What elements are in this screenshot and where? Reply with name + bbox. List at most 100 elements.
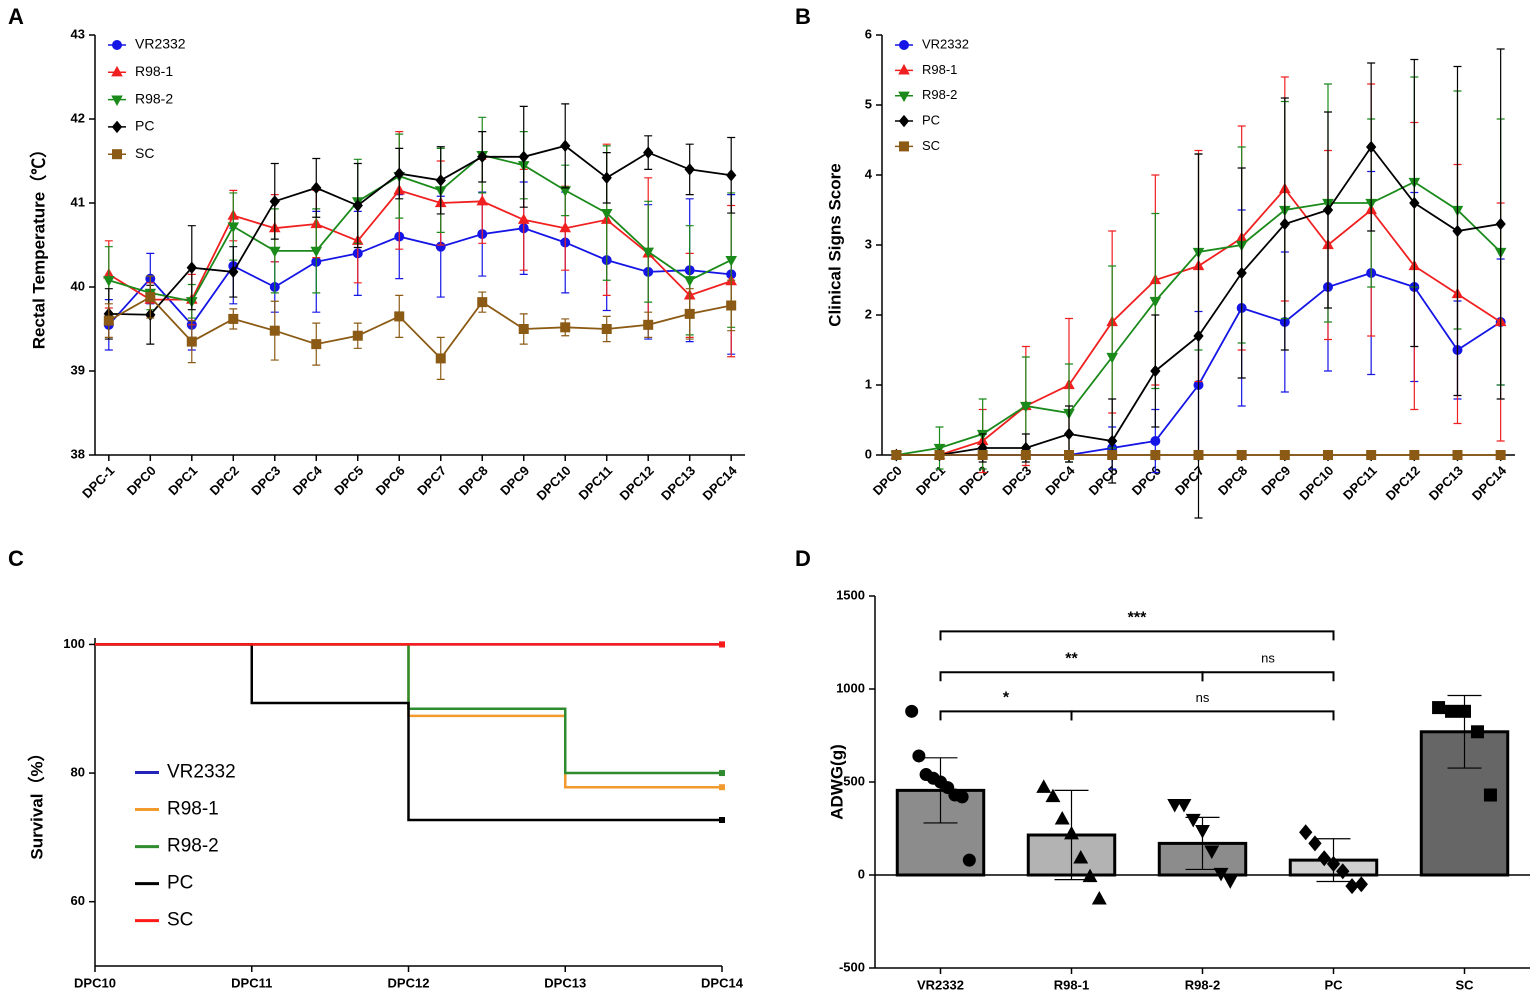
y-tick-label: 42 — [71, 110, 85, 125]
point — [1063, 427, 1075, 441]
x-tick-label: DPC11 — [1340, 463, 1380, 503]
data-point — [1036, 779, 1052, 793]
point — [1452, 224, 1463, 238]
point — [145, 292, 156, 303]
point — [643, 319, 654, 330]
x-tick-label: DPC1 — [165, 463, 200, 498]
point — [268, 246, 281, 258]
point — [311, 339, 322, 350]
legend-label: R98-1 — [167, 799, 219, 820]
point — [643, 146, 654, 159]
y-tick-label: -500 — [839, 959, 865, 974]
legend-marker — [112, 149, 122, 160]
point — [352, 330, 363, 341]
point — [394, 167, 405, 180]
y-tick-label: 1500 — [836, 587, 865, 602]
x-tick-label: DPC2 — [956, 463, 991, 498]
point — [1279, 217, 1290, 231]
x-tick-label: DPC5 — [1086, 463, 1121, 498]
significance-label: *** — [1128, 610, 1147, 627]
x-tick-label: DPC13 — [544, 975, 586, 990]
series-line — [108, 154, 732, 303]
x-tick-label: DPC0 — [124, 463, 159, 498]
significance-bracket — [1070, 710, 1335, 721]
legend-marker — [899, 141, 909, 152]
point — [1107, 450, 1118, 460]
x-tick-label: DPC8 — [1215, 463, 1250, 498]
y-tick-label: 3 — [865, 236, 872, 251]
significance-bracket — [1201, 671, 1335, 682]
x-tick-label: DPC9 — [1258, 463, 1293, 498]
y-tick-label: 39 — [71, 362, 85, 377]
point — [1064, 450, 1075, 460]
y-tick-label: 60 — [71, 893, 85, 908]
data-point — [1308, 835, 1322, 852]
data-point — [1458, 704, 1471, 718]
legend-marker — [898, 114, 910, 128]
data-point — [1222, 875, 1238, 889]
y-axis-label: Survival（%） — [26, 744, 46, 859]
y-tick-label: 80 — [71, 764, 85, 779]
x-tick-label: DPC14 — [1469, 462, 1510, 503]
legend-marker — [111, 120, 123, 134]
point — [103, 276, 115, 287]
point — [311, 181, 322, 195]
data-point — [1091, 890, 1107, 905]
point — [560, 139, 571, 153]
significance-label: ns — [1261, 651, 1275, 666]
point — [394, 311, 405, 322]
data-point — [1213, 867, 1229, 882]
y-tick-label: 1 — [865, 376, 872, 391]
x-tick-label: DPC13 — [1426, 463, 1466, 503]
panel-label: D — [795, 546, 811, 571]
x-tick-label: DPC3 — [248, 463, 283, 498]
data-point — [1045, 788, 1061, 803]
x-tick-label: DPC12 — [388, 975, 430, 990]
point — [683, 276, 696, 287]
data-point — [1299, 824, 1313, 841]
point — [726, 169, 737, 182]
point — [477, 297, 488, 308]
data-point — [1082, 868, 1098, 883]
legend-label: R98-2 — [922, 87, 957, 102]
point — [435, 174, 446, 187]
legend-label: PC — [135, 118, 154, 134]
y-tick-label: 100 — [63, 636, 85, 651]
x-tick-label: DPC-1 — [79, 463, 117, 501]
point — [1150, 364, 1161, 378]
x-tick-label: DPC8 — [456, 463, 491, 498]
data-point — [1445, 704, 1459, 718]
panel-label: C — [8, 546, 24, 571]
x-tick-label: VR2332 — [917, 977, 964, 992]
censor-mark — [719, 770, 725, 777]
significance-label: * — [1003, 690, 1010, 707]
legend-label: R98-1 — [922, 62, 957, 77]
x-tick-label: DPC9 — [497, 463, 532, 498]
significance-bracket — [939, 671, 1204, 682]
y-tick-label: 43 — [71, 26, 85, 41]
panel-label: A — [8, 4, 24, 29]
y-tick-label: 500 — [843, 773, 865, 788]
point — [684, 308, 695, 319]
x-tick-label: DPC7 — [1172, 463, 1207, 498]
x-tick-label: DPC13 — [658, 463, 698, 503]
data-point — [1483, 788, 1497, 802]
point — [103, 315, 114, 326]
x-tick-label: DPC10 — [534, 463, 574, 503]
data-point — [905, 704, 919, 718]
y-axis-label: ADWG(g) — [827, 744, 846, 820]
data-point — [962, 853, 976, 867]
x-tick-label: DPC14 — [699, 462, 740, 503]
legend-marker — [898, 63, 910, 75]
series-line — [108, 227, 732, 327]
data-point — [1054, 810, 1070, 825]
data-point — [1317, 850, 1331, 867]
legend-label: SC — [922, 138, 940, 153]
x-tick-label: DPC11 — [231, 975, 272, 990]
data-point — [1470, 725, 1484, 739]
censor-mark — [719, 784, 725, 791]
data-point — [1185, 813, 1201, 828]
legend-label: SC — [167, 910, 193, 931]
data-point — [912, 749, 926, 763]
legend-marker — [111, 65, 123, 77]
